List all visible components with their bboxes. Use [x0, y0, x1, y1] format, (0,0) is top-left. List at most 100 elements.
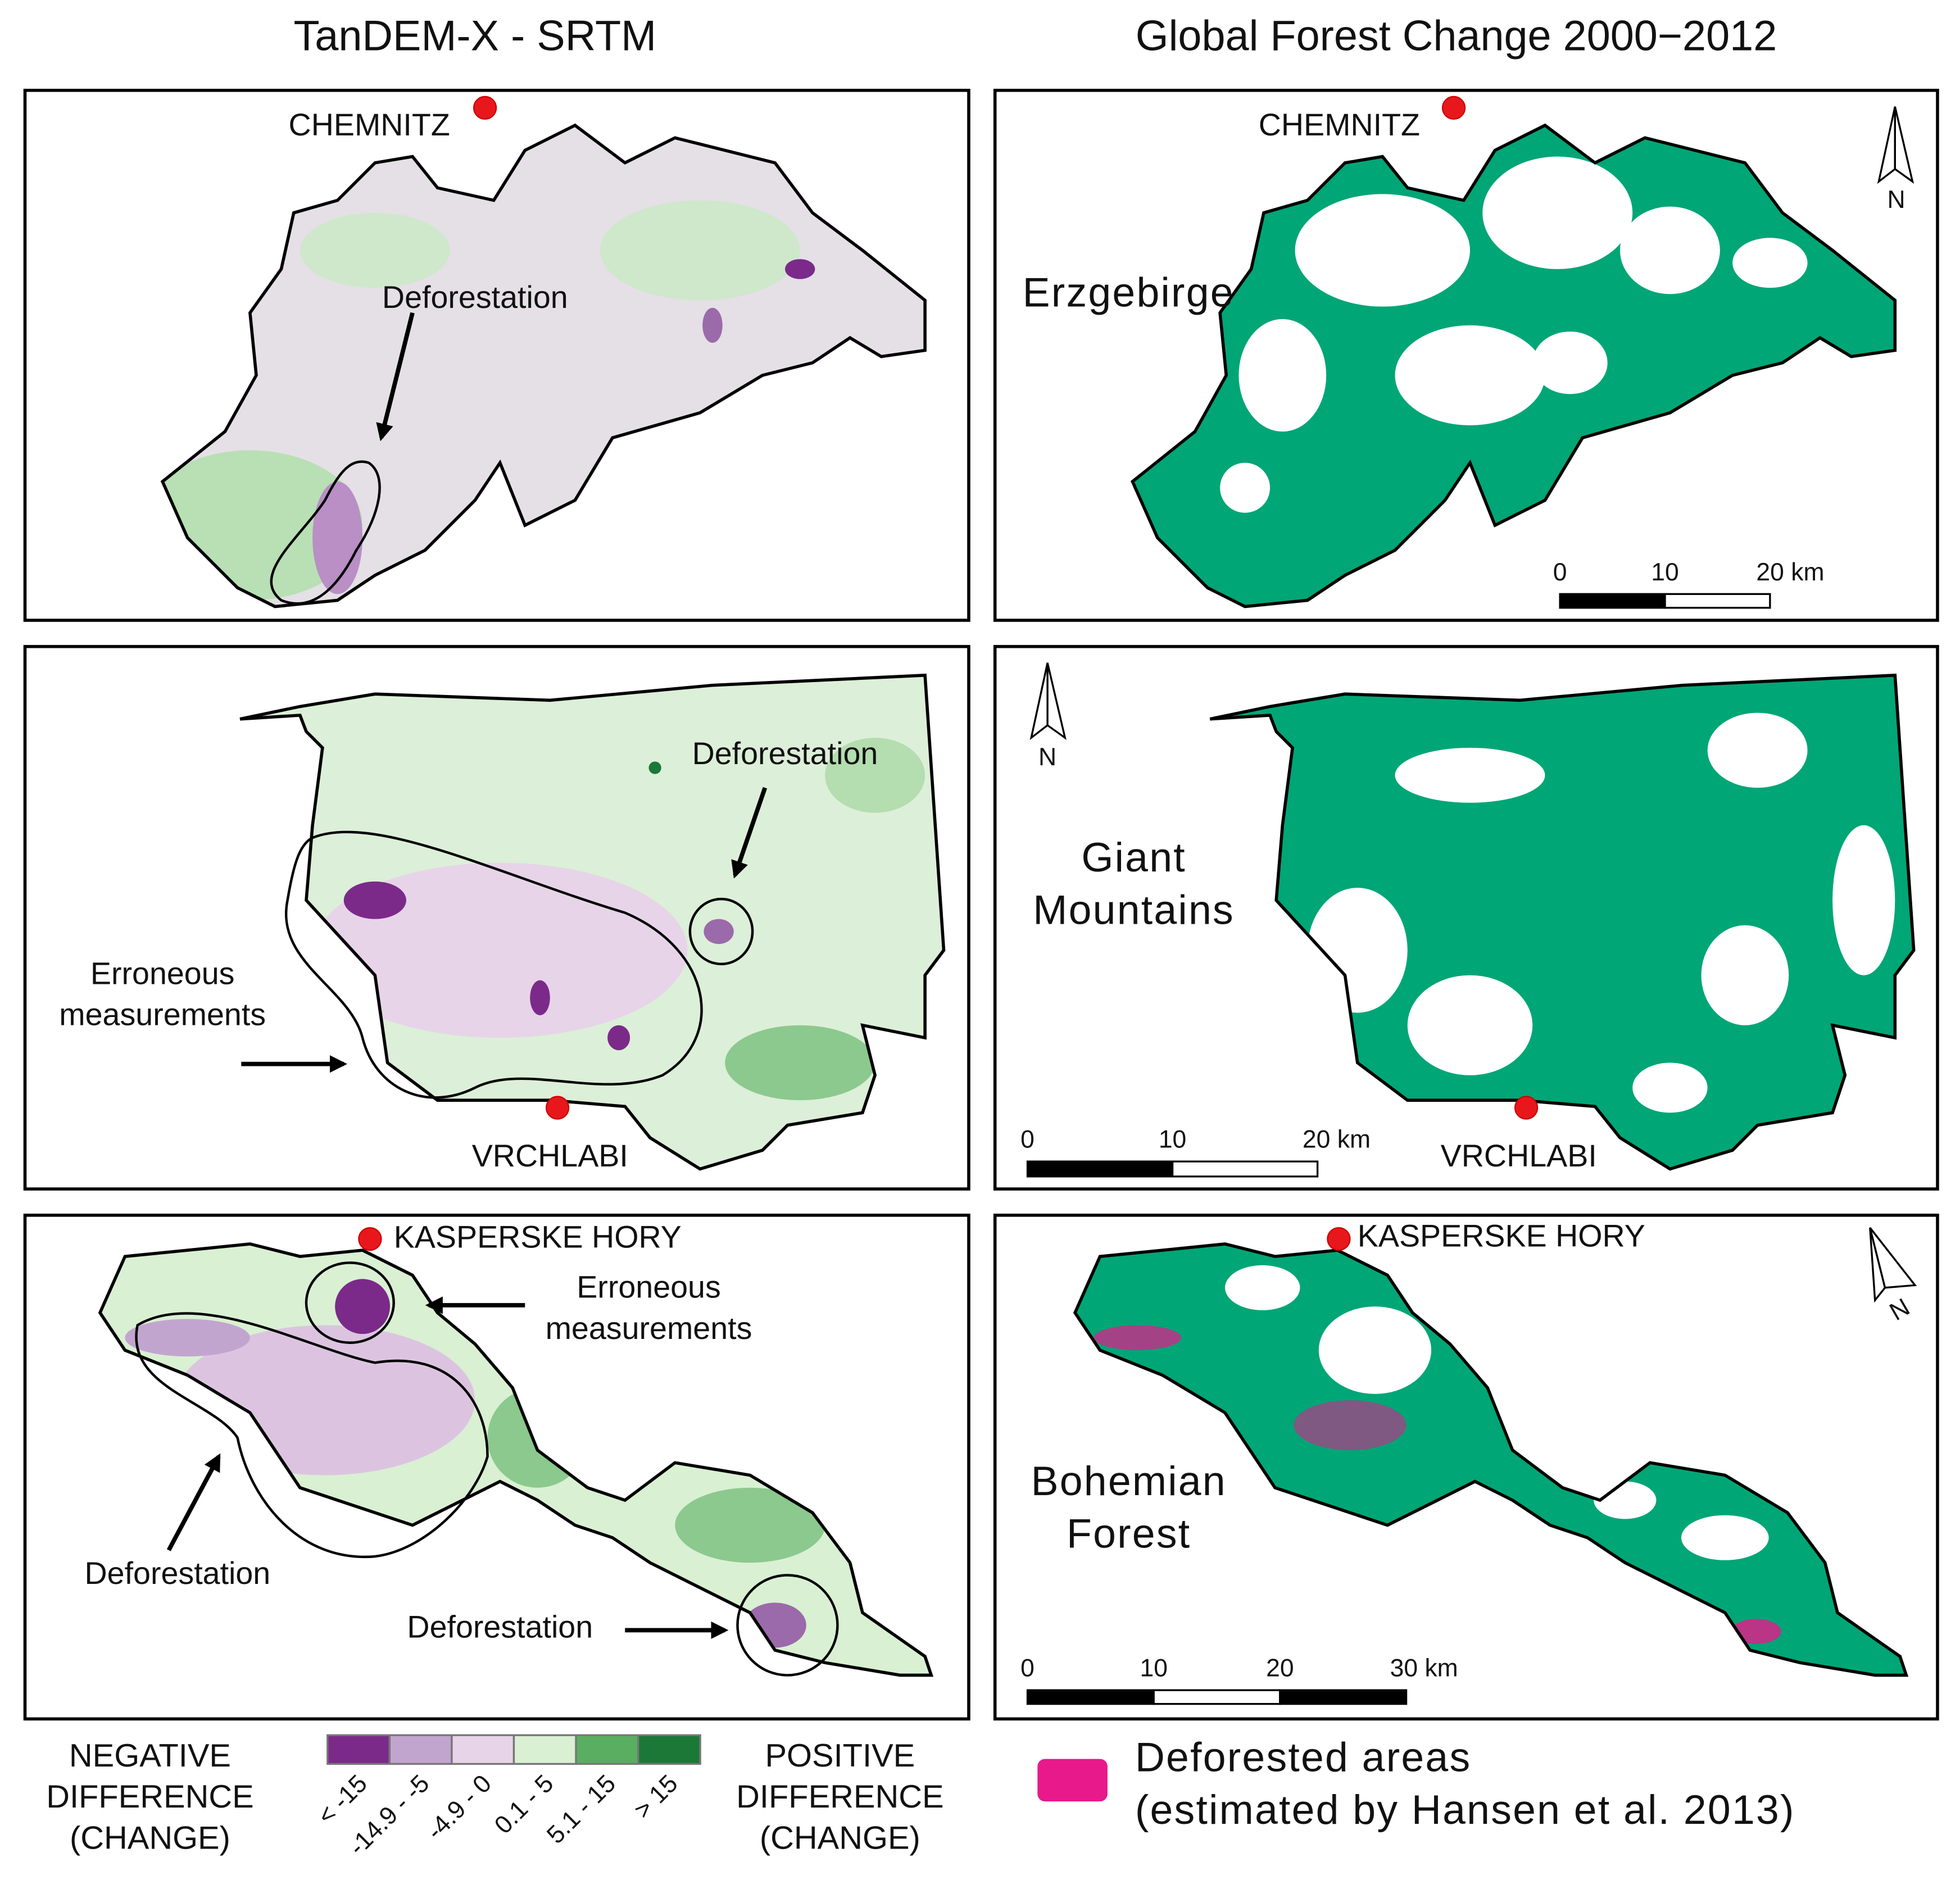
- city-marker: [1327, 1227, 1351, 1251]
- label: Erroneous: [90, 956, 235, 991]
- label: 0: [1553, 558, 1567, 586]
- label: CHEMNITZ: [289, 107, 450, 142]
- label: N: [1887, 186, 1905, 214]
- map-patch: [1225, 1265, 1300, 1310]
- annotation-shape: [285, 830, 703, 1099]
- label: Bohemian: [1031, 1458, 1227, 1504]
- legend-swatch: [451, 1734, 515, 1765]
- label: Deforested areas: [1135, 1734, 1472, 1781]
- map-patch: [312, 482, 363, 594]
- label: (CHANGE): [70, 1820, 230, 1856]
- label: DIFFERENCE: [736, 1779, 943, 1815]
- city-marker: [545, 1096, 570, 1120]
- map-patch: [1632, 1062, 1708, 1113]
- label: 10: [1651, 558, 1678, 586]
- map-patch: [1707, 712, 1808, 788]
- legend-label: -4.9 - 0: [421, 1770, 497, 1845]
- legend-swatch: [637, 1734, 701, 1765]
- label: DIFFERENCE: [46, 1779, 253, 1815]
- label: 20: [1266, 1655, 1294, 1682]
- legend-swatch: [1037, 1759, 1108, 1802]
- label: 0: [1020, 1655, 1035, 1682]
- map-patch: [675, 1487, 825, 1563]
- group: [1029, 106, 1917, 1303]
- map-patch: [600, 200, 800, 301]
- label: Erroneous: [577, 1270, 721, 1305]
- city-marker: [358, 1227, 382, 1251]
- box: [1559, 593, 1666, 609]
- label: POSITIVE: [765, 1738, 915, 1774]
- label: Deforestation: [382, 280, 568, 315]
- city-marker: [473, 96, 497, 120]
- label: Erzgebirge: [1023, 270, 1235, 316]
- map-patch: [1832, 825, 1895, 975]
- legend-label: 5.1 - 15: [542, 1770, 621, 1849]
- map-patch: [530, 980, 550, 1015]
- map-patch: [343, 881, 406, 919]
- city-marker: [1514, 1096, 1539, 1120]
- group: [1026, 593, 1771, 1705]
- map-patch: [1238, 319, 1327, 432]
- annotation-shape: [376, 312, 415, 442]
- map-patch: [1094, 1325, 1182, 1351]
- map-patch: [300, 212, 450, 288]
- legend-swatch: [575, 1734, 639, 1765]
- map-patch: [125, 1319, 250, 1357]
- map-patch: [1318, 1306, 1432, 1394]
- map-patch: [1295, 194, 1470, 307]
- map-patch: [1731, 1619, 1781, 1644]
- forest-map: [1075, 125, 1914, 1675]
- group: [1132, 125, 1895, 606]
- map-patch: [1701, 925, 1789, 1025]
- map-patch: [825, 738, 925, 813]
- map-patch: [1407, 975, 1533, 1075]
- map-patch: [1532, 332, 1608, 394]
- label: 10: [1140, 1655, 1167, 1682]
- label: 20 km: [1303, 1126, 1371, 1154]
- legend-swatch: [326, 1734, 391, 1765]
- map-patch: [607, 1025, 630, 1051]
- group: [1094, 1265, 1781, 1644]
- map-patch: [1395, 325, 1545, 425]
- label: (estimated by Hansen et al. 2013): [1135, 1787, 1795, 1833]
- group: [1220, 156, 1808, 513]
- annotation-shape: [270, 460, 381, 605]
- label: KASPERSKE HORY: [394, 1220, 682, 1255]
- label: TanDEM-X - SRTM: [293, 13, 656, 60]
- map-patch: [1619, 206, 1720, 294]
- label: 10: [1159, 1126, 1186, 1154]
- map-patch: [736, 1574, 839, 1677]
- map-patch: [725, 1025, 875, 1101]
- map-patch: [688, 897, 754, 965]
- box: [1153, 1689, 1281, 1705]
- map-patch: [702, 307, 723, 343]
- label: Deforestation: [407, 1610, 593, 1645]
- label: CHEMNITZ: [1259, 107, 1420, 142]
- group: [1075, 1244, 1906, 1675]
- label: N: [1038, 743, 1056, 771]
- group: [312, 738, 925, 1101]
- box: [1279, 1689, 1408, 1705]
- label: Giant: [1081, 834, 1186, 880]
- label: Mountains: [1033, 887, 1235, 933]
- map-patch: [1294, 1400, 1407, 1451]
- legend-classes: < -15-14.9 - -5-4.9 - 00.1 - 55.1 - 15 > …: [312, 1734, 701, 1861]
- box: [1026, 1689, 1155, 1705]
- annotation-shape: [731, 787, 768, 879]
- label: measurements: [546, 1311, 752, 1346]
- label: NEGATIVE: [69, 1738, 231, 1774]
- label: Forest: [1067, 1511, 1191, 1557]
- legend-swatch: [388, 1734, 453, 1765]
- map-patch: [704, 919, 734, 945]
- annotation-shape: [135, 1312, 489, 1559]
- group: [358, 96, 1539, 1251]
- label: Deforestation: [692, 736, 878, 771]
- label: KASPERSKE HORY: [1358, 1218, 1645, 1253]
- label: Global Forest Change 2000−2012: [1136, 13, 1777, 60]
- label: VRCHLABI: [1441, 1138, 1597, 1173]
- label: Deforestation: [84, 1556, 270, 1591]
- map-patch: [1395, 747, 1545, 803]
- city-marker: [1441, 96, 1466, 120]
